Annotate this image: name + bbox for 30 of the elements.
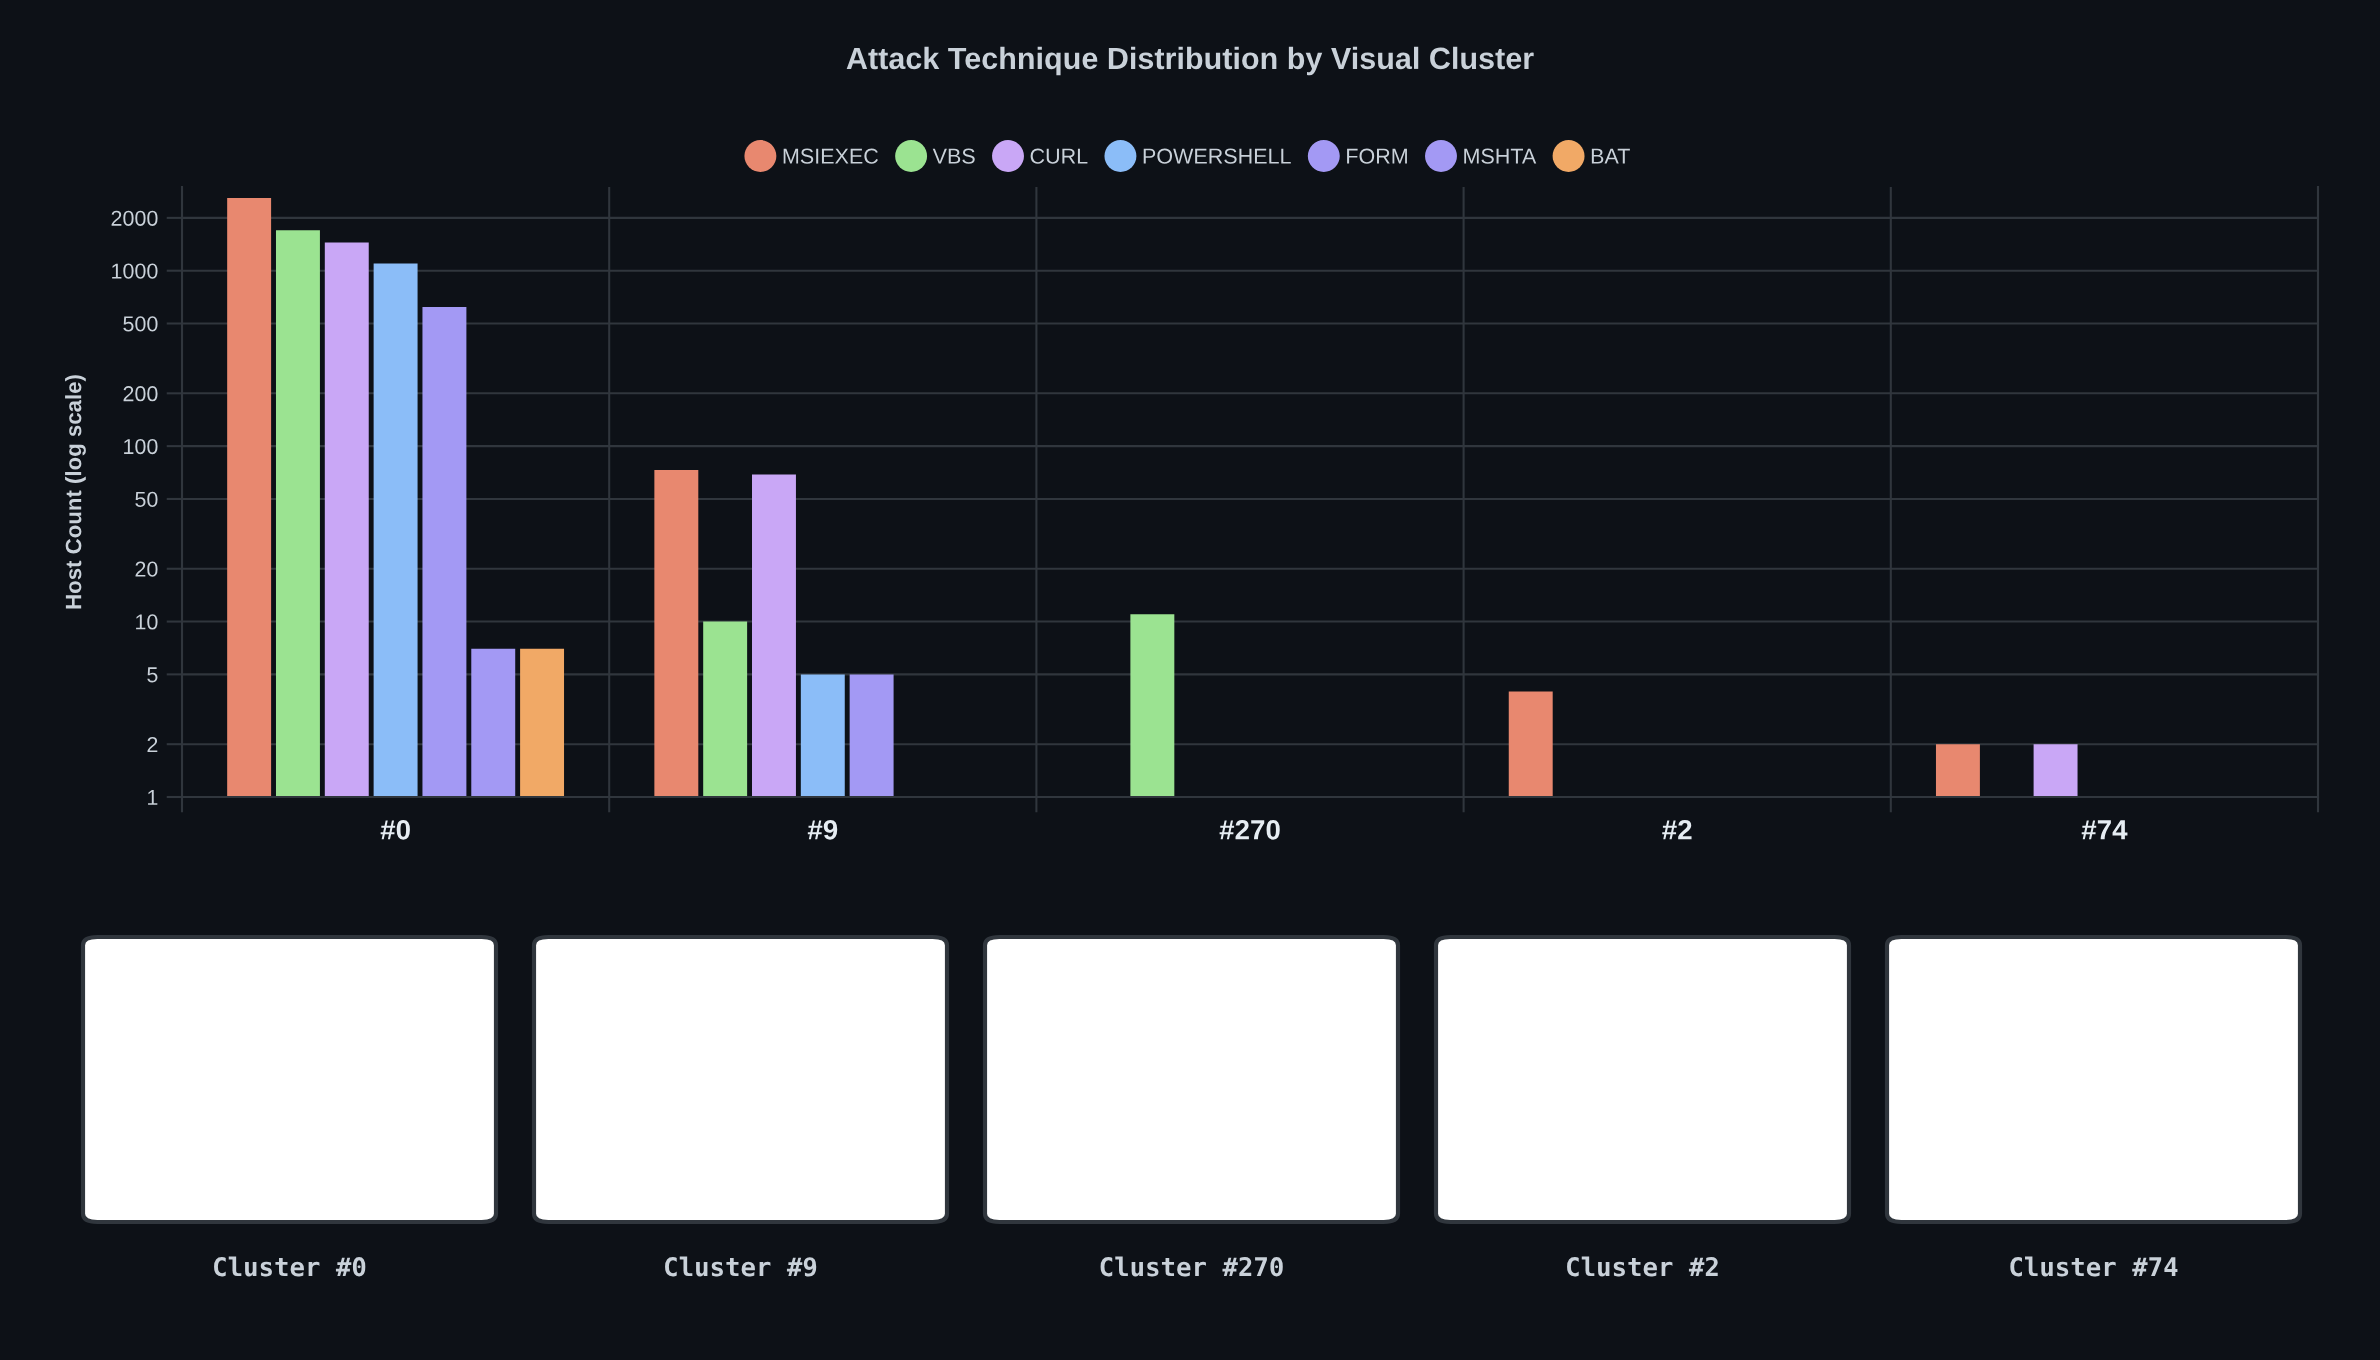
x-tick-label: #74	[2081, 820, 2128, 840]
x-tick-label: #2	[1662, 819, 1692, 840]
x-tick-label: #9	[807, 819, 838, 840]
legend-label: MSHTA	[1464, 148, 1537, 164]
y-tick-label: 5	[147, 667, 158, 683]
y-tick-label: 100	[124, 438, 158, 455]
y-tick-label: 1	[148, 789, 158, 805]
legend-label: CURL	[1030, 148, 1088, 164]
y-tick-label: 10	[136, 614, 158, 630]
x-tick-label: #270	[1219, 819, 1280, 840]
y-tick-label: 1000	[112, 263, 158, 279]
legend-label: VBS	[932, 148, 975, 164]
y-tick-label: 2000	[111, 210, 158, 226]
text: Cluster #9	[665, 1256, 817, 1277]
legend-label: MSIEXEC	[783, 148, 878, 164]
legend-label: BAT	[1591, 148, 1630, 164]
x-tick-label: #0	[380, 819, 410, 840]
text: Cluster #2	[1567, 1256, 1718, 1277]
chart-title: Attack Technique Distribution by Visual Cluster	[846, 46, 1534, 76]
y-tick-label: 20	[135, 561, 158, 577]
legend-label: POWERSHELL	[1143, 148, 1291, 164]
legend-label: FORM	[1347, 148, 1407, 164]
text: Cluster #0	[214, 1256, 366, 1277]
y-tick-label: 2	[147, 736, 158, 752]
text: Cluster #270	[1100, 1256, 1283, 1277]
y-axis-title: Host Count (log scale)	[65, 375, 86, 609]
text: Cluster #74	[2010, 1256, 2178, 1277]
y-tick-label: 50	[135, 491, 158, 507]
y-tick-label: 500	[123, 316, 158, 332]
y-tick-label: 200	[123, 386, 158, 402]
